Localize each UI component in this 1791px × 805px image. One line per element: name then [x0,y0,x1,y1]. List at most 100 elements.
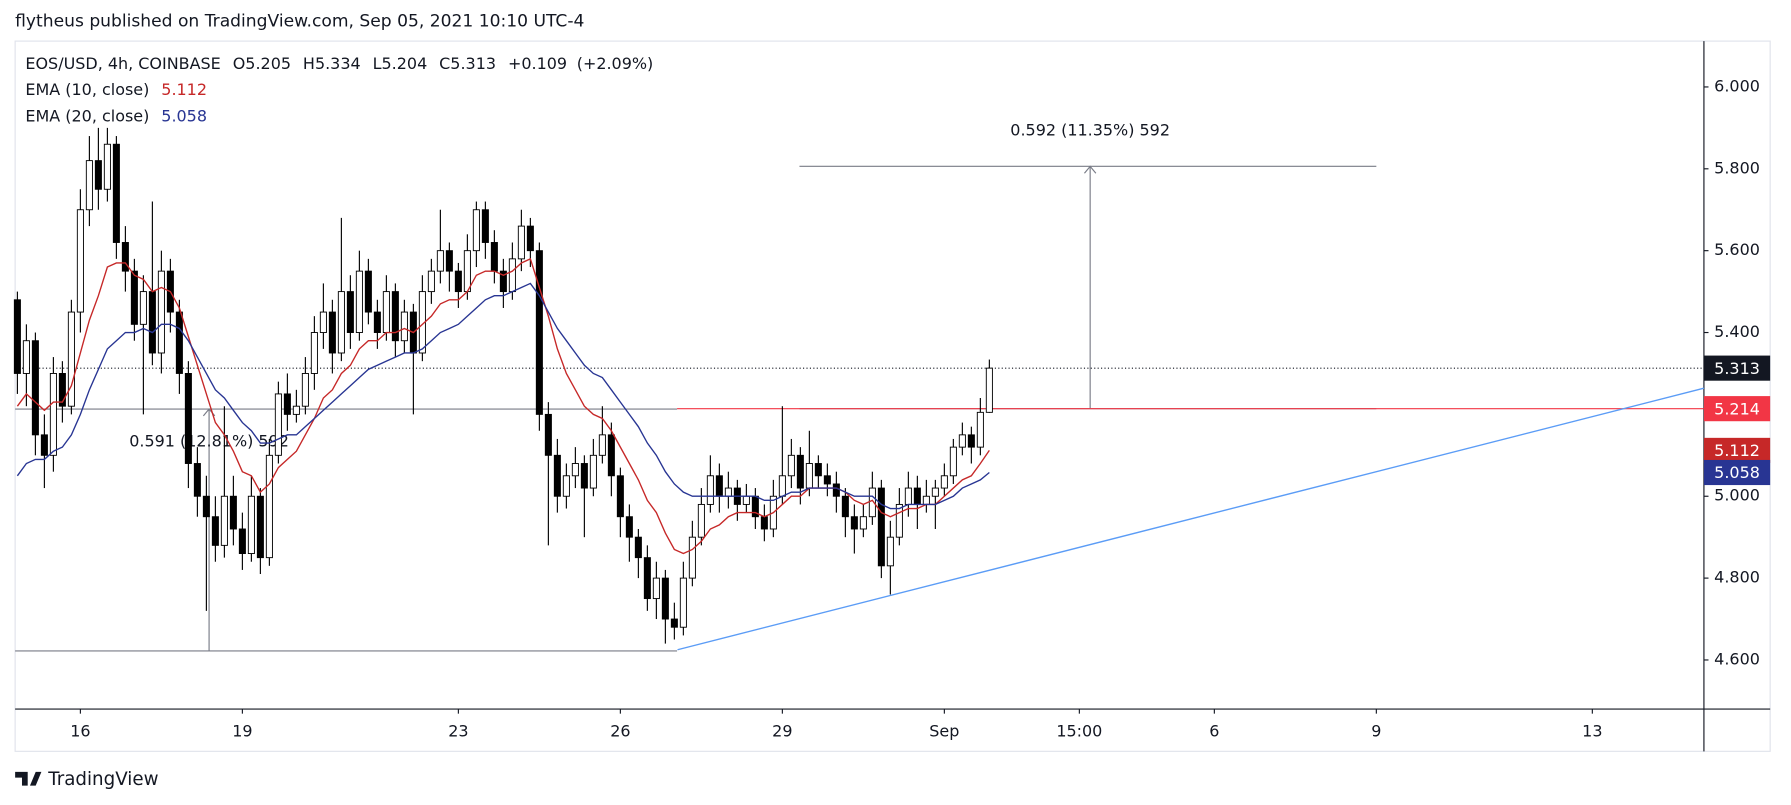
x-tick-label: 16 [70,721,90,740]
candle-body [913,487,921,505]
candle-body [859,516,867,530]
candle-body [904,487,912,505]
legend-ema20: EMA (20, close) 5.058 [25,106,207,125]
candle-body [328,311,336,354]
candle-body [355,270,363,333]
candle-body [562,475,570,497]
candle-body [454,270,462,293]
candle-body [805,463,813,489]
hline-tag: 5.214 [1714,399,1760,418]
candle-body [670,618,678,628]
candle-body [949,446,957,477]
candle-body [796,454,804,489]
candle-body [958,434,966,448]
candle-body [229,495,237,530]
candle-body [319,311,327,333]
candle-body [886,536,894,567]
candle-body [634,536,642,559]
candle-body [382,291,390,333]
candle-body [274,393,282,456]
candle-body [850,516,858,530]
candle-body [787,454,795,477]
candle-body [94,160,102,190]
candle-body [580,463,588,489]
candle-body [193,463,201,497]
candle-body [85,160,93,211]
ohlc-letter: O [233,53,246,72]
y-tick-label: 6.000 [1714,76,1760,95]
axes: 4.6004.8005.0005.2005.4005.6005.8006.000… [70,76,1771,740]
candle-body [607,434,615,477]
candle-body [643,557,651,600]
x-tick-label: 6 [1209,721,1219,740]
candle-body [931,487,939,497]
y-tick-label: 4.600 [1714,649,1760,668]
logo-icon [15,771,42,786]
candle-body [427,270,435,293]
candle-body [346,291,354,333]
candle-body [157,270,165,354]
measure-label: 0.591 (12.81%) 592 [129,432,289,451]
legend-name: EMA (20, close) [25,106,149,125]
candle-body [463,250,471,293]
last-price-tag: 5.313 [1714,359,1760,378]
candle-body [724,487,732,497]
ema-tag-bg [1703,459,1771,486]
candle-body [400,311,408,342]
candle-body [508,258,516,293]
candle-body [58,373,66,407]
measure-arrowhead [1084,165,1097,174]
candle-body [616,475,624,518]
y-tick-label: 5.000 [1714,486,1760,505]
y-tick-label: 5.600 [1714,240,1760,259]
y-tick-label: 5.400 [1714,322,1760,341]
candle-body [148,291,156,354]
ema-line [16,282,990,510]
candle-body [877,487,885,567]
x-tick-label: 26 [610,721,630,740]
candle-body [652,577,660,600]
x-tick-label: 13 [1582,721,1602,740]
candle-body [661,577,669,620]
candle-body [841,495,849,518]
candle-body [13,299,21,374]
candle-body [103,143,111,190]
candle-body [535,250,543,415]
ohlc-value: 5.205 [245,53,291,72]
candle-body [256,495,264,559]
candle-body [715,475,723,497]
ohlc-value: 5.204 [382,53,428,72]
candle-body [112,143,120,243]
candle-body [481,209,489,243]
x-tick-label: 15:00 [1056,721,1102,740]
candle-body [688,536,696,579]
measure-label: 0.592 (11.35%) 592 [1010,120,1170,139]
trend-line [677,387,1705,651]
candle-body [67,311,75,407]
candle-body [544,413,552,456]
candle-body [490,242,498,272]
candle-body [202,495,210,518]
candle-body [760,516,768,530]
legend-ema10: EMA (10, close) 5.112 [25,80,207,99]
candle-body [922,495,930,505]
change: +0.109 [508,53,567,72]
candle-body [175,311,183,374]
x-tick-label: Sep [929,721,959,740]
ohlc-letter: L [373,53,382,72]
ema-tag: 5.058 [1714,463,1760,482]
candle-body [589,454,597,489]
ohlc-value: 5.313 [450,53,496,72]
plot: 0.591 (12.81%) 592 0.592 (11.35%) 592 [13,120,1705,652]
candle-body [391,291,399,342]
x-tick-label: 29 [772,721,792,740]
candle-body [337,291,345,354]
candle-body [445,250,453,272]
legend-value: 5.112 [161,80,207,99]
candle-body [40,434,48,456]
candle-body [139,291,147,325]
candle-body [571,463,579,477]
candle-body [292,405,300,415]
